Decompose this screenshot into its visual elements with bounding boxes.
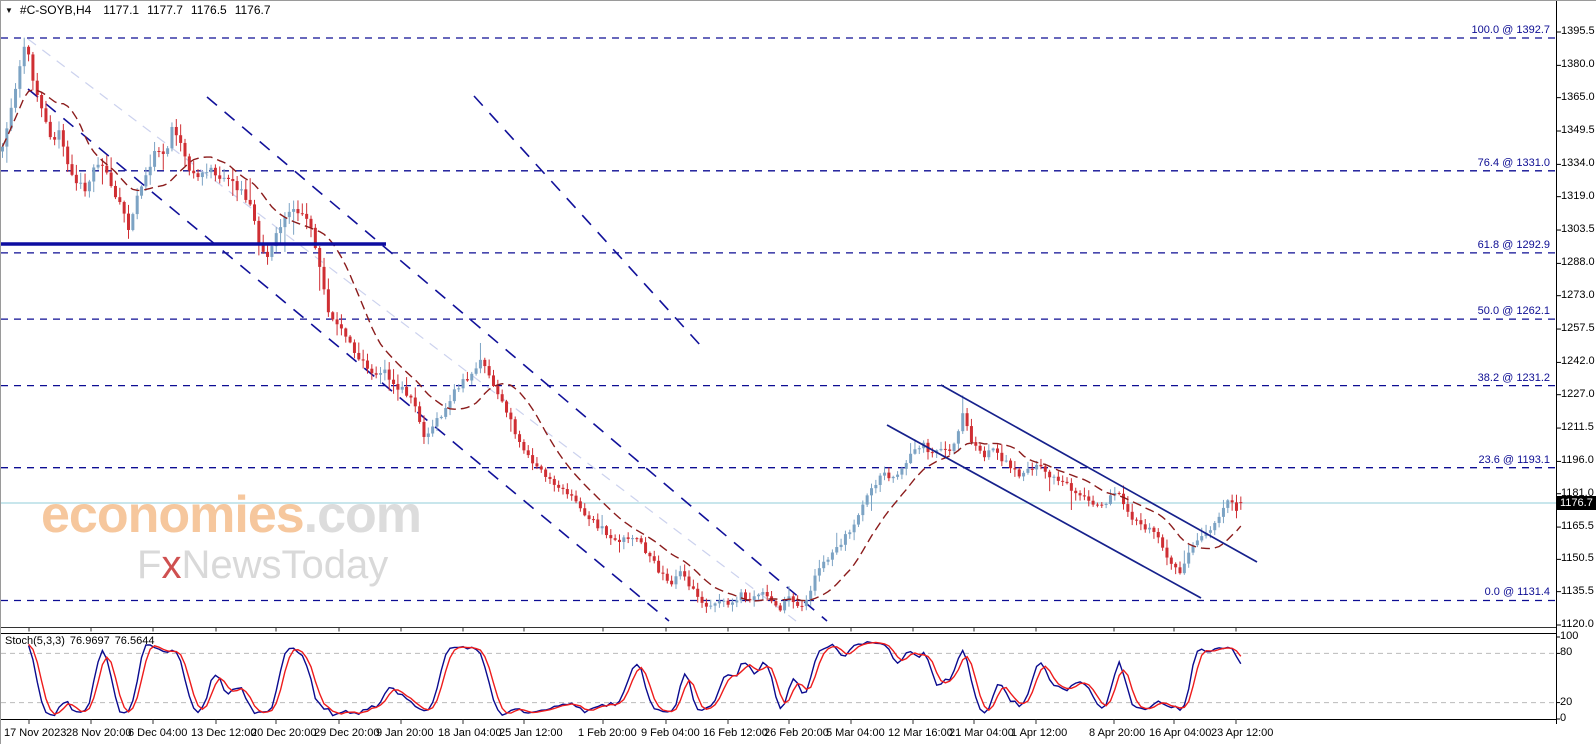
watermark-economies: economies bbox=[41, 486, 305, 544]
price-tick-label: 1135.5 bbox=[1561, 584, 1594, 597]
price-tick-label: 1334.0 bbox=[1561, 157, 1595, 170]
stoch-value-d: 76.5644 bbox=[114, 635, 155, 647]
watermark: economies.com FxNewsToday bbox=[41, 486, 422, 587]
moving-average-line[interactable] bbox=[1, 89, 1242, 602]
symbol-name: #C-SOYB,H4 bbox=[19, 3, 92, 17]
price-tick-label: 1380.0 bbox=[1561, 58, 1595, 71]
price-tick-label: 1227.0 bbox=[1561, 387, 1595, 400]
price-tick-label: 1181.0 bbox=[1561, 486, 1594, 499]
quote-low: 1176.5 bbox=[190, 3, 227, 17]
price-tick-label: 1165.5 bbox=[1561, 520, 1594, 533]
solid-trend-channel[interactable] bbox=[1, 242, 1258, 599]
date-tick-label: 16 Feb 12:00 bbox=[703, 727, 768, 739]
quote-close: 1176.7 bbox=[234, 3, 271, 17]
date-tick-label: 9 Jan 20:00 bbox=[376, 727, 434, 739]
axes-and-borders bbox=[1, 1, 1561, 724]
price-tick-label: 1395.5 bbox=[1561, 25, 1595, 37]
price-tick-label: 1319.0 bbox=[1561, 189, 1595, 202]
price-tick-label: 1242.0 bbox=[1561, 355, 1595, 368]
date-tick-label: 16 Apr 04:00 bbox=[1149, 727, 1212, 739]
watermark-logo: economies.com bbox=[41, 486, 422, 544]
price-tick-label: 1257.5 bbox=[1561, 322, 1595, 335]
quote-high: 1177.7 bbox=[147, 3, 183, 17]
fib-label-76.4: 76.4 @ 1331.0 bbox=[1477, 156, 1550, 169]
current-price-tag: 1176.7 bbox=[1557, 495, 1596, 510]
date-tick-label: 26 Feb 20:00 bbox=[764, 727, 829, 739]
date-tick-label: 6 Dec 04:00 bbox=[128, 727, 188, 739]
stoch-scale-label: 0 bbox=[1560, 712, 1567, 724]
price-tick-label: 1303.5 bbox=[1561, 223, 1595, 236]
fib-label-100.0: 100.0 @ 1392.7 bbox=[1471, 24, 1550, 37]
stoch-scale-label: 20 bbox=[1560, 695, 1573, 708]
price-tick-label: 1196.0 bbox=[1561, 454, 1594, 467]
date-tick-label: 13 Dec 12:00 bbox=[191, 727, 257, 739]
dashed-trend-channel[interactable] bbox=[27, 38, 828, 622]
price-tick-label: 1349.5 bbox=[1561, 124, 1595, 136]
price-tick-label: 1288.0 bbox=[1561, 256, 1595, 269]
price-tick-label: 1211.5 bbox=[1561, 421, 1594, 434]
fib-label-50.0: 50.0 @ 1262.1 bbox=[1477, 305, 1550, 318]
date-tick-label: 21 Mar 04:00 bbox=[949, 727, 1014, 739]
date-tick-label: 9 Feb 04:00 bbox=[641, 727, 700, 739]
date-tick-label: 28 Nov 20:00 bbox=[66, 727, 132, 739]
date-tick-label: 18 Jan 04:00 bbox=[438, 727, 502, 739]
price-tick-label: 1150.5 bbox=[1561, 552, 1594, 565]
candles-layer[interactable] bbox=[1, 37, 1243, 614]
watermark-x-glyph: x bbox=[161, 543, 182, 587]
date-tick-label: 12 Mar 16:00 bbox=[888, 727, 953, 739]
symbol-dropdown-icon[interactable]: ▼ bbox=[5, 6, 13, 15]
stoch-title: Stoch(5,3,3) bbox=[5, 635, 65, 647]
date-tick-label: 8 Apr 20:00 bbox=[1089, 727, 1146, 739]
date-tick-label: 1 Apr 12:00 bbox=[1011, 727, 1068, 739]
date-tick-label: 29 Dec 20:00 bbox=[314, 727, 380, 739]
fib-label-38.2: 38.2 @ 1231.2 bbox=[1477, 371, 1550, 384]
price-tick-label: 1273.0 bbox=[1561, 288, 1595, 301]
date-tick-label: 20 Dec 20:00 bbox=[251, 727, 317, 739]
stoch-indicator-label: Stoch(5,3,3) 76.9697 76.5644 bbox=[5, 635, 159, 647]
quote-open: 1177.1 bbox=[103, 3, 140, 17]
date-tick-label: 25 Jan 12:00 bbox=[499, 727, 563, 739]
date-tick-label: 23 Apr 12:00 bbox=[1211, 727, 1274, 739]
stochastic-lines[interactable] bbox=[27, 640, 1242, 717]
stoch-scale-label: 100 bbox=[1560, 630, 1579, 642]
stoch-value-k: 76.9697 bbox=[69, 635, 110, 647]
price-tick-label: 1120.0 bbox=[1561, 618, 1594, 630]
watermark-fxnewstoday: FxNewsToday bbox=[137, 543, 389, 587]
price-tick-label: 1365.0 bbox=[1561, 90, 1595, 103]
date-tick-label: 17 Nov 2023 bbox=[4, 727, 67, 739]
watermark-com: .com bbox=[303, 486, 422, 544]
stoch-scale-label: 80 bbox=[1560, 646, 1573, 659]
fib-label-23.6: 23.6 @ 1193.1 bbox=[1478, 453, 1550, 466]
symbol-info-bar: ▼ #C-SOYB,H4 1177.1 1177.7 1176.5 1176.7 bbox=[5, 3, 271, 17]
fib-label-0.0: 0.0 @ 1131.4 bbox=[1484, 586, 1550, 599]
fib-label-61.8: 61.8 @ 1292.9 bbox=[1477, 238, 1550, 251]
date-tick-label: 1 Feb 20:00 bbox=[578, 727, 637, 739]
date-tick-label: 5 Mar 04:00 bbox=[826, 727, 885, 739]
fib-retracement-lines[interactable] bbox=[1, 37, 1556, 704]
